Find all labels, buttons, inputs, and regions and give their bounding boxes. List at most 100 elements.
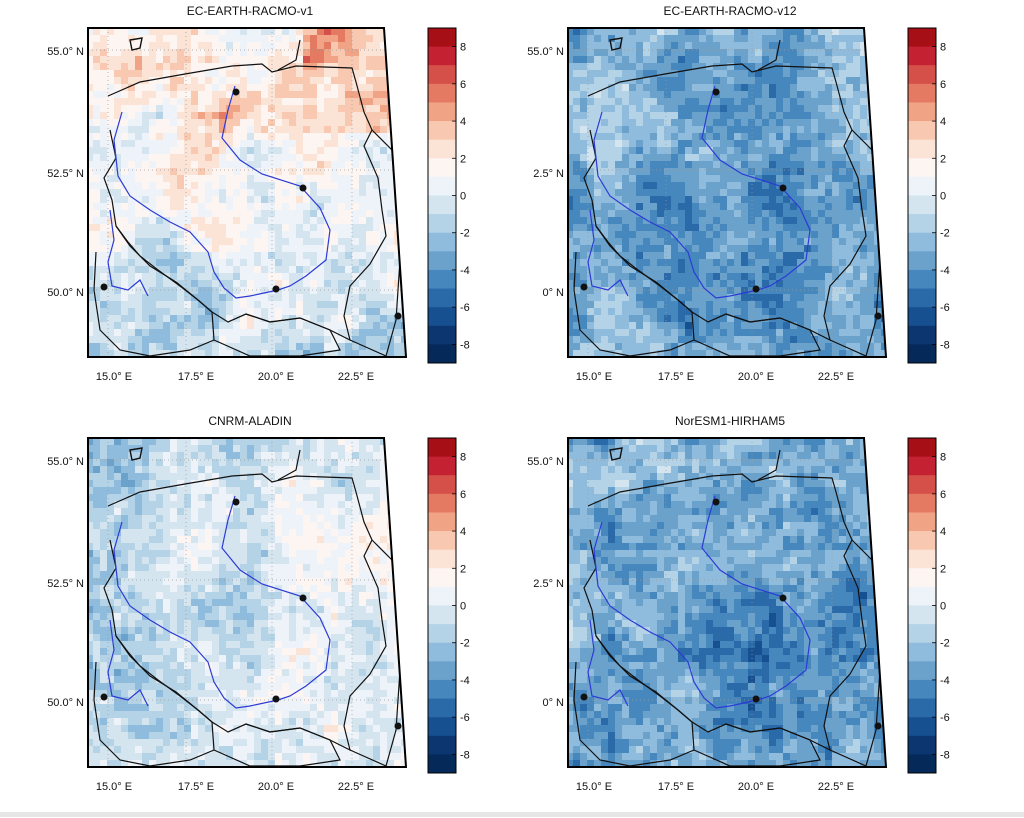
lat-label: 55.0° N [527,46,564,58]
lon-label: 22.5° E [338,781,374,793]
lat-label: 55.0° N [47,46,84,58]
data-grid [560,20,900,365]
city-marker [713,499,720,506]
colorbar-tick-label: -2 [460,638,470,650]
colorbar-tick-label: 8 [460,42,466,54]
colorbar-tick-label: -2 [940,638,950,650]
lon-label: 22.5° E [818,371,854,383]
colorbar-tick-label: -4 [460,265,470,277]
colorbar-tick-label: -8 [940,749,950,761]
colorbar-tick-label: 8 [940,42,946,54]
lon-label: 15.0° E [576,371,612,383]
colorbar-tick-label: 4 [940,116,946,128]
colorbar-tick-label: 0 [940,601,946,613]
colorbar-tick-label: 6 [460,489,466,501]
colorbar-tick-label: -8 [460,339,470,351]
city-marker [753,286,760,293]
colorbar-tick-label: 0 [460,191,466,203]
colorbar-tick-label: -6 [940,712,950,724]
data-grid [80,20,420,365]
colorbar-tick-label: -6 [940,302,950,314]
colorbar-tick-label: -8 [460,749,470,761]
city-marker [300,185,307,192]
city-marker [780,185,787,192]
city-marker [273,696,280,703]
lat-label: 55.0° N [47,456,84,468]
city-marker [101,284,108,291]
colorbar-tick-label: 2 [460,153,466,165]
lat-label: 52.5° N [47,578,84,590]
colorbar-tick-label: -6 [460,712,470,724]
colorbar-tick-label: -2 [460,228,470,240]
city-marker [713,89,720,96]
colorbar-tick-label: 2 [940,153,946,165]
lat-label: 2.5° N [533,168,564,180]
city-marker [395,723,402,730]
colorbar-tick-label: 2 [940,563,946,575]
city-marker [273,286,280,293]
data-grid [560,430,900,775]
lon-label: 22.5° E [338,371,374,383]
colorbar: 8 6 4 2 0 -2 -4 -6 -8 [428,438,470,774]
city-marker [395,313,402,320]
city-marker [875,313,882,320]
lon-label: 20.0° E [738,371,774,383]
city-marker [581,284,588,291]
lat-label: 2.5° N [533,578,564,590]
lon-label: 17.5° E [178,371,214,383]
lon-label: 17.5° E [658,371,694,383]
colorbar-tick-label: 6 [940,489,946,501]
city-marker [101,694,108,701]
colorbar: 8 6 4 2 0 -2 -4 -6 -8 [908,438,950,774]
map-svg: 55.0° N 52.5° N 50.0° N 15.0° E 17.5° E 20.0°… [0,0,512,400]
lon-label: 15.0° E [96,781,132,793]
lon-label: 20.0° E [738,781,774,793]
colorbar-tick-label: -4 [460,675,470,687]
colorbar-tick-label: -6 [460,302,470,314]
colorbar-tick-label: 6 [940,79,946,91]
city-marker [581,694,588,701]
lon-label: 17.5° E [178,781,214,793]
city-marker [875,723,882,730]
city-marker [233,499,240,506]
colorbar-tick-label: -4 [940,675,950,687]
colorbar-tick-label: 0 [460,601,466,613]
city-marker [753,696,760,703]
lat-label: 50.0° N [47,697,84,709]
lat-label: 0° N [542,697,564,709]
lat-label: 55.0° N [527,456,564,468]
bottom-divider [0,812,1024,817]
lon-label: 22.5° E [818,781,854,793]
lon-label: 17.5° E [658,781,694,793]
colorbar-tick-label: 8 [460,452,466,464]
lat-label: 50.0° N [47,287,84,299]
lon-label: 15.0° E [576,781,612,793]
colorbar-tick-label: -4 [940,265,950,277]
colorbar-tick-label: 0 [940,191,946,203]
city-marker [233,89,240,96]
lon-label: 20.0° E [258,371,294,383]
colorbar-tick-label: 4 [940,526,946,538]
colorbar-tick-label: 4 [460,526,466,538]
map-svg: 55.0° N 52.5° N 50.0° N 15.0° E 17.5° E 20.0°… [0,410,512,810]
lon-label: 20.0° E [258,781,294,793]
city-marker [300,595,307,602]
data-grid [80,430,420,775]
city-marker [780,595,787,602]
colorbar-tick-label: -8 [940,339,950,351]
colorbar-tick-label: 2 [460,563,466,575]
lon-label: 15.0° E [96,371,132,383]
lat-label: 0° N [542,287,564,299]
lat-label: 52.5° N [47,168,84,180]
colorbar-tick-label: 6 [460,79,466,91]
colorbar-tick-label: 8 [940,452,946,464]
